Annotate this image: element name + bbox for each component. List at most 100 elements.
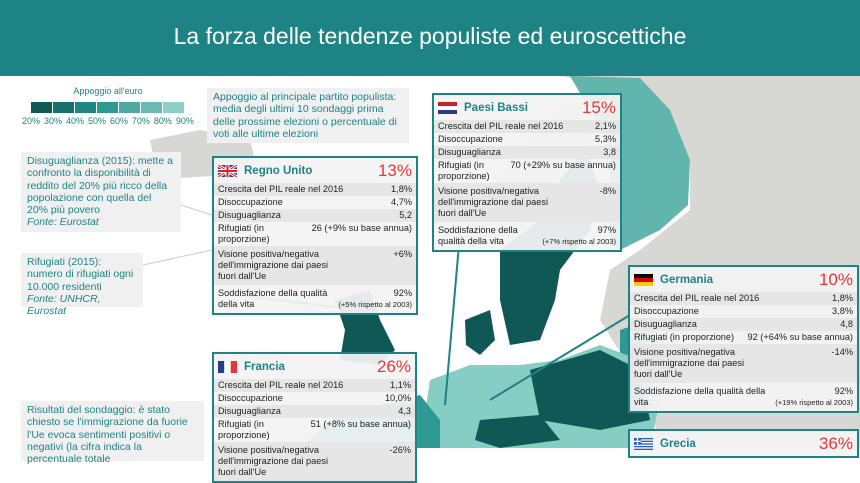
row-label: Crescita del PIL reale nel 2016	[218, 380, 344, 390]
country-card-uk: Regno Unito 13% Crescita del PIL reale nel…	[212, 156, 418, 315]
row-satisfaction: Soddisfazione della qualità della vita 97…	[434, 222, 620, 250]
row-value: 4,8	[840, 319, 853, 329]
row-value: 70 (+29% su base annua)	[510, 160, 616, 170]
callout-line-nl	[444, 232, 461, 406]
row-refugees: Rifugiati (in proporzione) 51 (+8% su bas…	[214, 418, 415, 442]
row-value-wrap: 92% (+19% rispetto al 2003)	[775, 386, 853, 408]
row-label: Disoccupazione	[438, 134, 503, 144]
populist-support-value: 10%	[818, 269, 853, 289]
row-value: 1,8%	[832, 293, 853, 303]
row-value: 2,1%	[595, 121, 616, 131]
country-card-de: Germania 10% Crescita del PIL reale nel 20…	[628, 265, 859, 413]
row-label: Soddisfazione della qualità della vita	[438, 225, 518, 246]
row-value-wrap: 51 (+8% su base annua)	[311, 419, 411, 441]
row-value-wrap: 3,8%	[832, 306, 853, 317]
legend-swatch	[53, 102, 74, 113]
row-inequality: Disuguaglianza 3,8	[434, 146, 620, 159]
row-label: Disoccupazione	[634, 306, 699, 316]
row-unemployment: Disoccupazione 3,8%	[630, 305, 857, 318]
country-card-fr: Francia 26% Crescita del PIL reale nel 201…	[212, 352, 417, 483]
row-value-wrap: -8%	[600, 186, 616, 219]
legend-tick: 70%	[131, 116, 150, 126]
row-inequality: Disuguaglianza 4,8	[630, 318, 857, 331]
row-value-wrap: 2,1%	[595, 121, 616, 132]
note-party-support: Appoggio al principale partito populista…	[207, 88, 409, 143]
row-label: Visione positiva/negativa dell'immigrazi…	[218, 249, 329, 281]
row-value-wrap: 5,3%	[595, 134, 616, 145]
row-value: 97%	[597, 225, 616, 235]
row-value: 1,8%	[391, 184, 412, 194]
legend-swatch	[97, 102, 118, 113]
note-refugees-text: Rifugiati (2015): numero di rifugiati og…	[27, 256, 134, 293]
row-value-wrap: 1,8%	[832, 293, 853, 304]
legend-label: Appoggio all'euro	[73, 86, 143, 96]
row-label: Crescita del PIL reale nel 2016	[438, 121, 564, 131]
row-refugees: Rifugiati (in proporzione) 70 (+29% su ba…	[434, 159, 620, 183]
row-unemployment: Disoccupazione 10,0%	[214, 392, 415, 405]
row-value: 4,3	[398, 406, 411, 416]
legend-tick: 20%	[22, 116, 41, 126]
row-label: Rifugiati (in proporzione)	[218, 223, 270, 244]
row-label: Rifugiati (in proporzione)	[218, 419, 270, 440]
legend-tick: 40%	[65, 116, 84, 126]
row-value-wrap: -26%	[390, 445, 411, 478]
country-name: Francia	[244, 360, 285, 373]
card-header: Germania 10%	[630, 267, 857, 292]
country-name: Regno Unito	[244, 164, 313, 177]
legend-tick: 60%	[109, 116, 128, 126]
note-inequality-text: Disuguaglianza (2015): mette a confronto…	[27, 155, 173, 217]
land-poland	[530, 350, 650, 430]
row-gdp: Crescita del PIL reale nel 2016 2,1%	[434, 120, 620, 133]
country-name: Grecia	[660, 437, 696, 450]
note-refugees: Rifugiati (2015): numero di rifugiati og…	[21, 253, 143, 317]
row-value-wrap: 92 (+64% su base annua)	[748, 332, 853, 343]
row-value: 4,7%	[391, 197, 412, 207]
row-label: Disoccupazione	[218, 197, 283, 207]
row-refugees: Rifugiati (in proporzione) 26 (+9% su bas…	[214, 222, 416, 246]
card-header: Paesi Bassi 15%	[434, 95, 620, 120]
callout-line-refugees	[142, 249, 213, 266]
row-label: Rifugiati (in proporzione)	[438, 160, 490, 181]
country-name: Paesi Bassi	[464, 101, 528, 114]
netherlands-flag-icon	[438, 101, 457, 114]
france-flag-icon	[218, 360, 237, 373]
row-label: Soddisfazione della qualità della vita	[634, 386, 766, 407]
land-denmark	[465, 310, 495, 355]
row-value: -8%	[599, 186, 616, 196]
legend-swatch	[141, 102, 162, 113]
row-value-wrap: 1,1%	[390, 380, 411, 391]
row-value: 5,3%	[595, 134, 616, 144]
legend-swatch	[119, 102, 140, 113]
row-value: 3,8	[603, 147, 616, 157]
row-value: 5,2	[399, 210, 412, 220]
satisfaction-change: (+5% rispetto al 2003)	[338, 300, 412, 309]
page-title: La forza delle tendenze populiste ed eur…	[0, 0, 860, 76]
legend-swatch	[75, 102, 96, 113]
row-label: Disuguaglianza	[634, 319, 697, 329]
populist-support-value: 13%	[377, 160, 412, 180]
row-label: Rifugiati (in proporzione)	[634, 332, 735, 342]
satisfaction-change: (+7% rispetto al 2003)	[542, 237, 616, 246]
country-card-nl: Paesi Bassi 15% Crescita del PIL reale nel…	[432, 93, 622, 252]
row-label: Visione positiva/negativa dell'immigrazi…	[218, 445, 329, 477]
row-inequality: Disuguaglianza 5,2	[214, 209, 416, 222]
row-value-wrap: 70 (+29% su base annua)	[511, 160, 616, 182]
note-inequality: Disuguaglianza (2015): mette a confronto…	[21, 152, 181, 232]
row-value-wrap: 97% (+7% rispetto al 2003)	[542, 225, 616, 247]
row-value-wrap: 4,7%	[391, 197, 412, 208]
row-gdp: Crescita del PIL reale nel 2016 1,8%	[214, 183, 416, 196]
row-gdp: Crescita del PIL reale nel 2016 1,1%	[214, 379, 415, 392]
row-label: Soddisfazione della qualità della vita	[218, 288, 328, 309]
row-label: Disuguaglianza	[218, 210, 281, 220]
row-label: Disuguaglianza	[438, 147, 501, 157]
row-value-wrap: 5,2	[399, 210, 412, 221]
row-inequality: Disuguaglianza 4,3	[214, 405, 415, 418]
legend-tick: 30%	[43, 116, 62, 126]
row-value: 92%	[393, 288, 412, 298]
legend-color-scale	[31, 102, 185, 113]
row-immigration: Visione positiva/negativa dell'immigrazi…	[434, 183, 620, 222]
populist-support-value: 15%	[581, 97, 616, 117]
row-immigration: Visione positiva/negativa dell'immigrazi…	[214, 246, 416, 285]
row-value: 1,1%	[390, 380, 411, 390]
row-refugees: Rifugiati (in proporzione) 92 (+64% su ba…	[630, 331, 857, 344]
